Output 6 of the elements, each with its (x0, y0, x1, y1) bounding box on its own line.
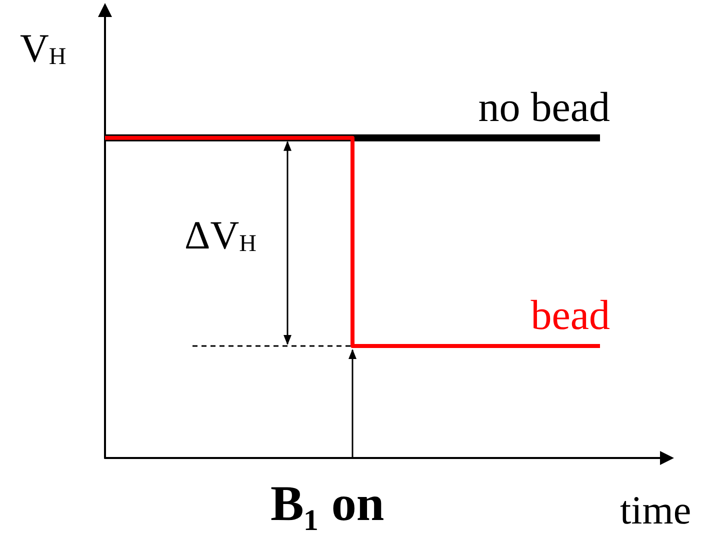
annotation: ΔVH (184, 212, 256, 258)
series-label: bead (530, 292, 610, 339)
series-label: no bead (478, 84, 610, 131)
text: B₁ on (270, 475, 384, 531)
y-axis-title: VH (20, 26, 66, 70)
x-axis-title: time (620, 488, 692, 532)
